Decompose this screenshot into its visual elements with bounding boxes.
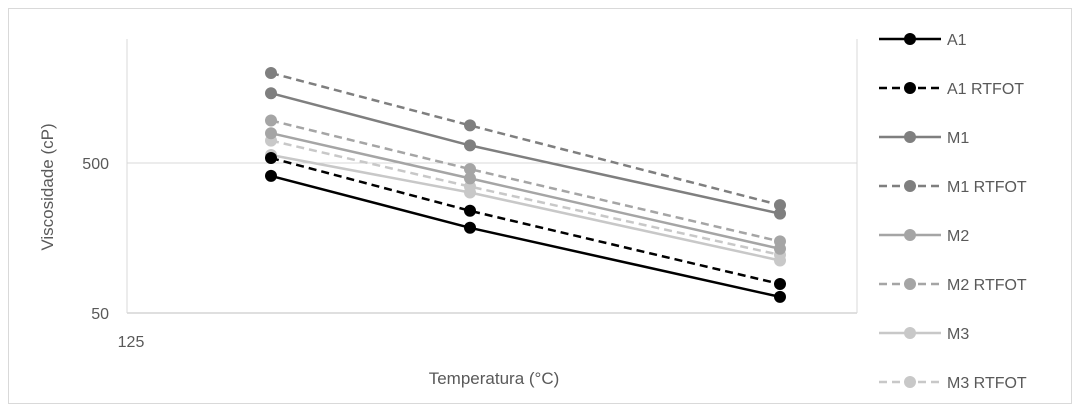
legend-marker [904,180,916,192]
series-line [270,71,781,207]
legend-item: M1 RTFOT [879,179,1027,196]
series-m2-rtfot [265,114,786,248]
axis-layer: 125 500 50 Temperatura (°C) Viscosidade … [38,123,559,388]
legend-label: M3 RTFOT [947,375,1027,392]
series-m1-rtfot [265,67,786,212]
series-line [270,119,781,243]
legend-label: M1 RTFOT [947,179,1027,196]
data-point [265,67,277,79]
data-point [464,204,476,217]
series-a1-rtfot [265,152,786,290]
data-point [464,172,476,185]
data-point [464,139,476,152]
legend-label: A1 RTFOT [947,81,1024,98]
legend-marker [904,278,916,290]
legend-label: M2 RTFOT [947,277,1027,294]
series-line [270,139,781,257]
data-point [774,242,786,255]
data-point [774,254,786,267]
data-point [774,290,786,303]
data-point [265,127,277,140]
data-point [265,87,277,100]
legend-item: M3 [879,326,969,343]
series-m1 [265,87,786,220]
series-layer [265,67,786,303]
legend-marker [904,229,916,241]
viscosity-chart: 125 500 50 Temperatura (°C) Viscosidade … [38,32,1027,392]
data-point [265,114,277,127]
data-point [464,119,476,132]
legend-marker [904,327,916,339]
legend-label: M1 [947,130,969,147]
legend-label: M3 [947,326,969,343]
y-axis-title: Viscosidade (cP) [38,123,57,250]
chart-frame: 125 500 50 Temperatura (°C) Viscosidade … [8,8,1072,404]
x-tick-label: 125 [118,334,145,351]
legend-marker [904,33,916,45]
series-line [270,153,781,262]
series-m3 [265,149,786,267]
series-line [270,174,781,299]
legend-item: M1 [879,130,969,147]
data-point [774,278,786,290]
series-line [270,156,781,286]
y-tick-label: 500 [82,156,109,173]
series-a1 [265,169,786,303]
legend-item: A1 RTFOT [879,81,1024,98]
legend-item: M2 [879,228,969,245]
data-point [464,186,476,199]
legend-label: A1 [947,32,967,49]
series-m2 [265,127,786,255]
y-tick-label: 50 [91,306,109,323]
data-point [464,221,476,234]
series-line [270,131,781,251]
data-point [464,163,476,176]
legend-item: M3 RTFOT [879,375,1027,392]
legend-marker [904,82,916,94]
legend-item: A1 [879,32,967,49]
legend: A1 A1 RTFOT M1 M1 RTFOT M2 M2 RTFOT M3 M3 RTFOT [879,32,1027,392]
grid-layer [126,39,858,314]
data-point [265,152,277,164]
legend-marker [904,376,916,388]
legend-label: M2 [947,228,969,245]
data-point [774,207,786,220]
legend-item: M2 RTFOT [879,277,1027,294]
data-point [774,199,786,212]
x-axis-title: Temperatura (°C) [429,369,560,388]
data-point [265,169,277,182]
legend-marker [904,131,916,143]
